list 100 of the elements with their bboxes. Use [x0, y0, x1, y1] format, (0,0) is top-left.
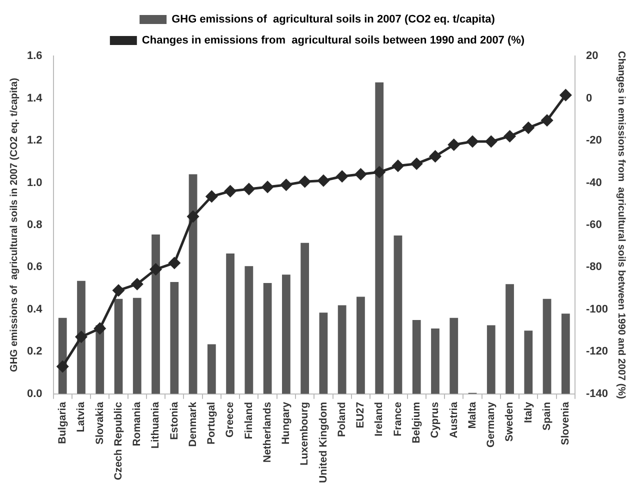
x-tick-label: Estonia — [168, 402, 180, 440]
bar — [152, 234, 160, 394]
x-tick-label: France — [392, 402, 404, 436]
y2-tick-label: -60 — [586, 218, 602, 231]
y2-tick-label: 20 — [586, 50, 598, 62]
point — [56, 360, 68, 372]
point — [429, 150, 441, 162]
y2-tick-label: -140 — [586, 388, 608, 400]
x-tick-label: Austria — [448, 402, 460, 438]
bar — [412, 320, 421, 394]
x-tick-label: Ireland — [373, 402, 386, 436]
bar — [114, 298, 123, 394]
point — [243, 183, 255, 195]
y2-tick-label: -20 — [586, 134, 602, 147]
y-tick-label: 0.6 — [26, 261, 42, 274]
point — [392, 160, 404, 172]
x-tick-label: Germany — [485, 402, 498, 448]
point — [262, 181, 274, 193]
y2-tick-label: 0 — [586, 92, 592, 104]
x-tick-label: Malta — [466, 402, 478, 429]
bar — [394, 236, 402, 394]
x-tick-label: Romania — [131, 402, 144, 446]
bar — [170, 282, 179, 394]
y2-tick-label: -120 — [586, 346, 608, 358]
point — [224, 185, 236, 197]
x-tick-label: Portugal — [206, 402, 218, 445]
x-tick-label: Denmark — [186, 402, 199, 447]
bar — [486, 325, 496, 394]
y2-tick-label: -40 — [586, 176, 602, 189]
y-tick-label: 1.0 — [26, 176, 42, 189]
y-axis-title: GHG emissions of agricultural soils in 2007 (CO2 eq. t/capita) — [8, 78, 20, 372]
y-tick-label: 1.6 — [26, 50, 42, 62]
x-tick-label: EU27 — [354, 402, 367, 428]
y2-axis-title: Changes in emissions from agricultural soils between 1990 and 2007 (%) — [615, 51, 626, 399]
bar — [338, 305, 346, 394]
bar — [207, 344, 216, 394]
bar — [300, 242, 310, 394]
bar — [282, 274, 290, 394]
point — [466, 136, 478, 148]
point — [112, 284, 124, 296]
point — [168, 257, 180, 269]
x-tick-label: Cyprus — [429, 402, 442, 438]
y-tick-label: 0.8 — [26, 218, 42, 231]
x-tick-label: Greece — [224, 402, 236, 438]
bar — [524, 330, 533, 394]
point — [410, 158, 422, 170]
x-tick-label: Hungary — [280, 402, 292, 445]
bar — [188, 174, 198, 394]
x-tick-label: Finland — [242, 402, 255, 440]
point — [374, 166, 386, 178]
point — [206, 190, 218, 202]
x-tick-label: Lithuania — [150, 402, 162, 449]
point — [75, 331, 87, 343]
point — [504, 130, 516, 142]
bar — [375, 82, 384, 394]
x-tick-label: Latvia — [75, 402, 88, 432]
point — [187, 210, 199, 222]
x-tick-label: Luxembourg — [298, 402, 311, 466]
point — [336, 170, 348, 182]
bar — [244, 266, 254, 394]
point — [522, 122, 534, 134]
point — [318, 174, 330, 186]
point — [94, 322, 106, 334]
x-tick-label: United Kingdom — [317, 402, 330, 484]
legend-label: Changes in emissions from agricultural soils between 1990 and 2007 (%) — [142, 34, 525, 47]
point — [280, 179, 292, 191]
x-tick-label: Poland — [336, 402, 348, 437]
x-tick-label: Czech Republic — [112, 402, 124, 480]
bar — [506, 284, 514, 394]
x-tick-label: Belgium — [410, 402, 423, 444]
bar — [319, 312, 328, 394]
point — [150, 264, 162, 276]
y2-tick-label: -80 — [586, 261, 602, 274]
point — [131, 278, 143, 290]
bar — [450, 318, 458, 394]
x-tick-label: Slovakia — [94, 402, 106, 445]
point — [541, 114, 553, 126]
bar — [356, 296, 365, 394]
bar — [431, 328, 440, 394]
point — [354, 168, 366, 180]
y-tick-label: 0.2 — [26, 346, 42, 358]
y-tick-label: 0.0 — [26, 388, 42, 400]
x-tick-label: Sweden — [504, 402, 516, 442]
x-tick-label: Slovenia — [560, 402, 572, 446]
x-tick-label: Bulgaria — [56, 402, 68, 444]
bar — [77, 280, 86, 394]
legend-label: GHG emissions of agricultural soils in 2007 (CO2 eq. t/capita) — [172, 14, 496, 26]
bar — [542, 298, 552, 394]
bar — [226, 253, 234, 394]
point — [299, 176, 311, 188]
x-tick-label: Netherlands — [261, 402, 274, 463]
x-tick-label: Spain — [540, 402, 553, 431]
x-tick-label: Italy — [522, 402, 534, 423]
y-tick-label: 1.4 — [26, 92, 44, 104]
point — [560, 89, 572, 101]
y-tick-label: 1.2 — [26, 134, 42, 147]
point — [448, 138, 460, 150]
bar — [263, 283, 272, 394]
y-tick-label: 0.4 — [26, 303, 44, 316]
bar — [132, 298, 142, 394]
